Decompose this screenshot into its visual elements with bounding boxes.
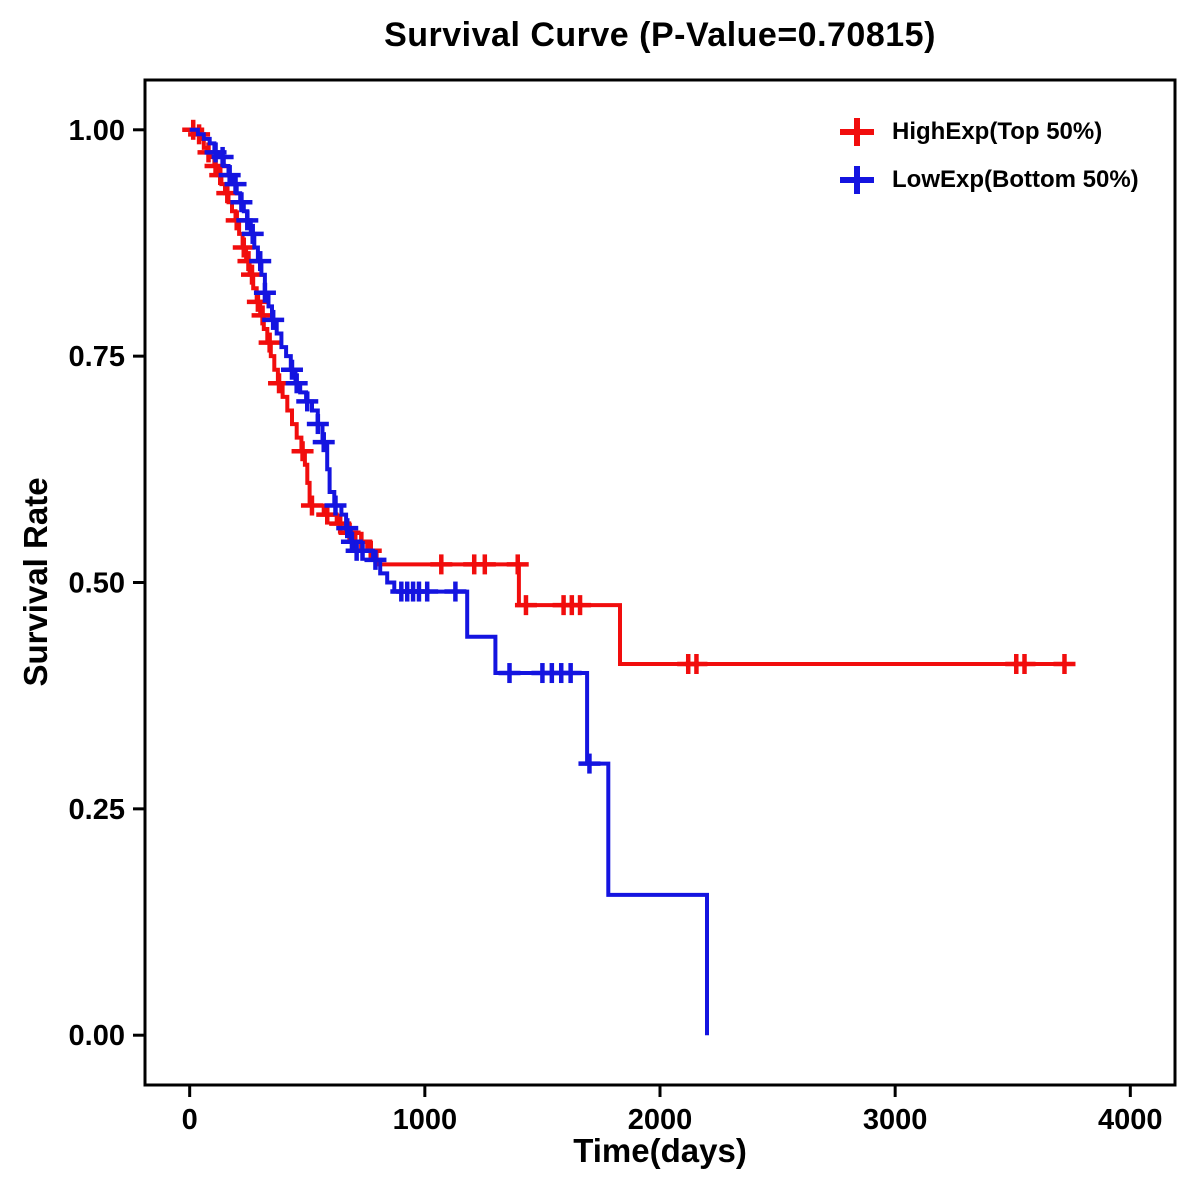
y-tick-label: 0.75 [69, 341, 125, 373]
y-tick-label: 0.25 [69, 794, 125, 826]
legend-label-highexp: HighExp(Top 50%) [892, 118, 1103, 145]
x-axis-label: Time(days) [573, 1132, 747, 1169]
x-tick-label: 2000 [628, 1104, 693, 1136]
survival-step-curve [189, 127, 1067, 666]
y-tick-label: 0.50 [69, 568, 125, 600]
legend-item-lowexp: LowExp(Bottom 50%) [836, 160, 1139, 200]
x-tick-label: 1000 [393, 1104, 458, 1136]
plot-frame [143, 78, 1177, 1087]
survival-step-curve [189, 127, 709, 1036]
legend: HighExp(Top 50%) LowExp(Bottom 50%) [836, 112, 1139, 200]
y-tick-label: 1.00 [69, 115, 125, 147]
plus-marker-icon [840, 118, 874, 146]
chart-title: Survival Curve (P-Value=0.70815) [384, 16, 936, 54]
legend-item-highexp: HighExp(Top 50%) [836, 112, 1139, 152]
x-tick-label: 3000 [863, 1104, 928, 1136]
x-tick-label: 0 [182, 1104, 198, 1136]
legend-label-lowexp: LowExp(Bottom 50%) [892, 166, 1139, 193]
x-tick-label: 4000 [1098, 1104, 1163, 1136]
y-tick-label: 0.00 [69, 1020, 125, 1052]
y-axis-label: Survival Rate [17, 477, 54, 687]
plus-marker-icon [840, 166, 874, 194]
